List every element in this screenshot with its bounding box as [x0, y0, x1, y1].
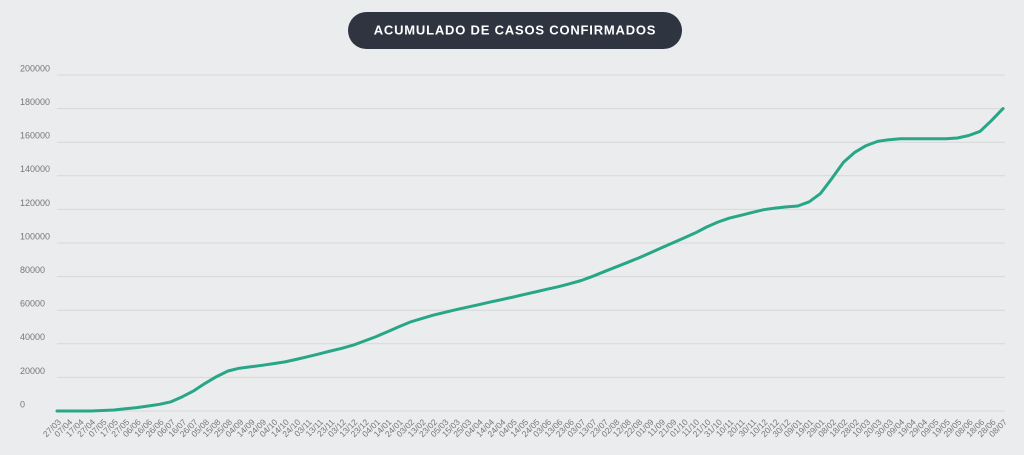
- y-tick-label: 60000: [20, 299, 45, 309]
- y-tick-label: 180000: [20, 97, 50, 107]
- y-tick-label: 200000: [20, 63, 50, 73]
- y-tick-label: 0: [20, 399, 25, 409]
- chart-title: ACUMULADO DE CASOS CONFIRMADOS: [374, 22, 657, 37]
- y-tick-label: 140000: [20, 164, 50, 174]
- y-tick-label: 100000: [20, 231, 50, 241]
- y-tick-label: 160000: [20, 131, 50, 141]
- y-tick-label: 120000: [20, 198, 50, 208]
- y-tick-label: 40000: [20, 332, 45, 342]
- line: [55, 107, 1005, 413]
- y-tick-label: 80000: [20, 265, 45, 275]
- y-tick-label: 20000: [20, 366, 45, 376]
- title-pill: [348, 12, 682, 49]
